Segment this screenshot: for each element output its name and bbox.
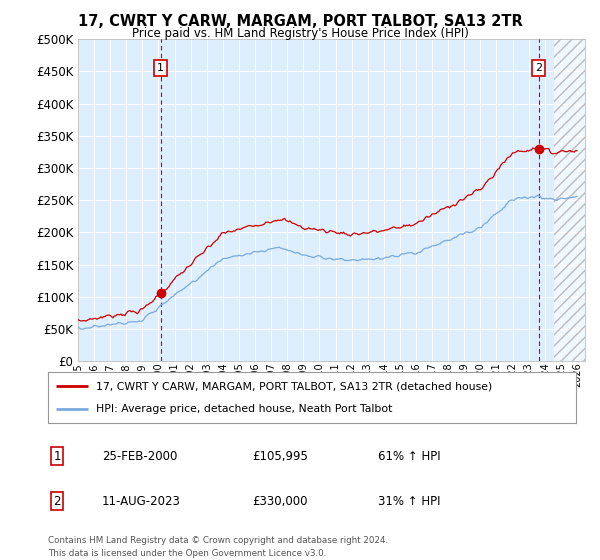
Text: 2: 2 <box>535 63 542 73</box>
Text: £105,995: £105,995 <box>252 450 308 463</box>
Text: This data is licensed under the Open Government Licence v3.0.: This data is licensed under the Open Gov… <box>48 549 326 558</box>
Text: 25-FEB-2000: 25-FEB-2000 <box>102 450 178 463</box>
Text: 1: 1 <box>157 63 164 73</box>
Text: 61% ↑ HPI: 61% ↑ HPI <box>378 450 440 463</box>
Text: 17, CWRT Y CARW, MARGAM, PORT TALBOT, SA13 2TR: 17, CWRT Y CARW, MARGAM, PORT TALBOT, SA… <box>77 14 523 29</box>
Text: £330,000: £330,000 <box>252 494 308 508</box>
Text: HPI: Average price, detached house, Neath Port Talbot: HPI: Average price, detached house, Neat… <box>95 404 392 414</box>
Text: 17, CWRT Y CARW, MARGAM, PORT TALBOT, SA13 2TR (detached house): 17, CWRT Y CARW, MARGAM, PORT TALBOT, SA… <box>95 381 492 391</box>
Text: 1: 1 <box>53 450 61 463</box>
Bar <box>554 39 585 361</box>
Text: 31% ↑ HPI: 31% ↑ HPI <box>378 494 440 508</box>
Text: 2: 2 <box>53 494 61 508</box>
Bar <box>554 39 585 361</box>
Text: 11-AUG-2023: 11-AUG-2023 <box>102 494 181 508</box>
Text: Price paid vs. HM Land Registry's House Price Index (HPI): Price paid vs. HM Land Registry's House … <box>131 27 469 40</box>
Text: Contains HM Land Registry data © Crown copyright and database right 2024.: Contains HM Land Registry data © Crown c… <box>48 536 388 545</box>
